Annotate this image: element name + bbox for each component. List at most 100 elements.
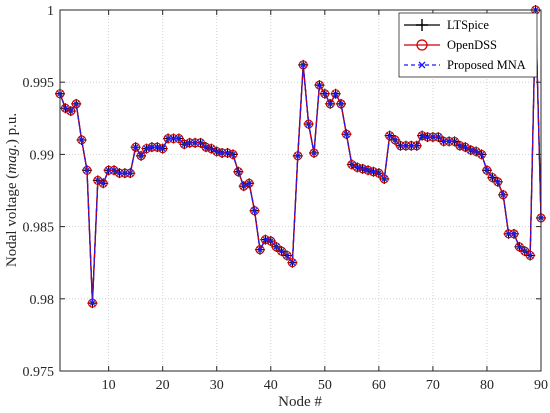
data-point-opendss-54 xyxy=(341,129,351,139)
data-point-proposed-mna-13 xyxy=(121,170,128,177)
data-point-proposed-mna-88 xyxy=(527,252,534,259)
data-point-proposed-mna-52 xyxy=(332,90,339,97)
data-point-opendss-82 xyxy=(493,177,503,187)
data-point-opendss-8 xyxy=(93,175,103,185)
y-tick-label-2: 0.985 xyxy=(23,221,55,236)
data-point-opendss-11 xyxy=(109,165,119,175)
data-point-proposed-mna-17 xyxy=(143,145,150,152)
data-point-proposed-mna-71 xyxy=(435,134,442,140)
data-point-proposed-mna-82 xyxy=(494,178,501,185)
data-point-proposed-mna-61 xyxy=(381,176,388,182)
data-point-proposed-mna-30 xyxy=(213,148,220,155)
data-point-proposed-mna-20 xyxy=(159,145,166,152)
data-point-opendss-63 xyxy=(390,135,400,145)
data-point-proposed-mna-78 xyxy=(473,148,480,155)
data-point-opendss-42 xyxy=(277,246,287,256)
data-point-proposed-mna-64 xyxy=(397,142,404,149)
data-point-proposed-mna-60 xyxy=(375,170,382,177)
data-point-proposed-mna-74 xyxy=(451,138,458,145)
data-point-proposed-mna-86 xyxy=(516,243,523,250)
y-axis-label-part-3: ) p.u. xyxy=(4,113,20,144)
data-point-proposed-mna-75 xyxy=(457,142,463,149)
data-point-proposed-mna-44 xyxy=(289,259,296,266)
y-axis-label-part-2: mag. xyxy=(4,144,20,174)
plot-frame xyxy=(59,9,542,372)
data-point-opendss-44 xyxy=(287,258,297,268)
x-tick-label-70: 70 xyxy=(426,378,440,393)
data-point-proposed-mna-11 xyxy=(111,167,117,174)
data-point-proposed-mna-47 xyxy=(305,121,312,127)
data-point-proposed-mna-68 xyxy=(419,132,425,139)
data-point-opendss-51 xyxy=(325,99,335,109)
data-point-proposed-mna-8 xyxy=(94,177,101,184)
data-point-opendss-87 xyxy=(520,246,530,256)
data-point-proposed-mna-55 xyxy=(348,161,355,168)
data-point-opendss-70 xyxy=(428,132,438,142)
data-point-proposed-mna-70 xyxy=(430,134,436,140)
data-point-proposed-mna-50 xyxy=(321,90,328,97)
data-point-proposed-mna-65 xyxy=(402,142,409,149)
data-point-proposed-mna-16 xyxy=(138,152,144,159)
data-point-proposed-mna-32 xyxy=(224,150,231,156)
legend: LTSpice OpenDSS Proposed MNA xyxy=(398,12,538,78)
y-tick-label-5: 1 xyxy=(47,4,54,19)
data-point-proposed-mna-66 xyxy=(408,142,415,149)
data-point-proposed-mna-81 xyxy=(489,174,496,181)
y-axis-label-part-1: Nodal voltage ( xyxy=(4,174,20,267)
data-point-proposed-mna-77 xyxy=(467,147,474,153)
legend-label-opendss: OpenDSS xyxy=(447,38,497,52)
data-point-proposed-mna-83 xyxy=(500,191,507,198)
data-point-opendss-80 xyxy=(482,165,492,175)
x-tick-label-80: 80 xyxy=(480,378,494,393)
data-point-proposed-mna-7 xyxy=(89,300,96,307)
data-point-proposed-mna-51 xyxy=(327,100,334,107)
data-point-proposed-mna-35 xyxy=(240,183,247,190)
data-point-proposed-mna-84 xyxy=(505,230,512,237)
data-point-proposed-mna-29 xyxy=(208,145,215,152)
x-tick-label-40: 40 xyxy=(264,378,278,393)
legend-marker-ltspice xyxy=(416,19,428,31)
data-point-proposed-mna-80 xyxy=(484,167,490,174)
data-point-opendss-9 xyxy=(98,178,108,188)
data-point-proposed-mna-23 xyxy=(176,135,182,142)
x-tick-label-30: 30 xyxy=(210,378,224,393)
x-tick-label-60: 60 xyxy=(372,378,386,393)
data-point-opendss-50 xyxy=(320,89,330,99)
data-point-proposed-mna-67 xyxy=(413,142,420,149)
series-line-proposed-mna xyxy=(59,9,542,304)
x-tick-label-90: 90 xyxy=(534,378,548,393)
data-point-proposed-mna-58 xyxy=(365,167,371,174)
data-point-proposed-mna-27 xyxy=(197,139,204,146)
data-point-opendss-34 xyxy=(233,167,243,177)
data-point-opendss-36 xyxy=(244,178,254,188)
data-point-proposed-mna-42 xyxy=(278,248,285,255)
data-point-opendss-48 xyxy=(309,148,319,158)
x-tick-label-10: 10 xyxy=(102,378,116,393)
legend-marker-opendss xyxy=(416,39,428,51)
data-point-proposed-mna-85 xyxy=(511,230,517,237)
data-point-proposed-mna-4 xyxy=(73,100,80,107)
data-point-proposed-mna-38 xyxy=(257,246,263,253)
data-point-proposed-mna-25 xyxy=(186,139,193,146)
y-tick-label-3: 0.99 xyxy=(30,148,55,163)
data-point-proposed-mna-12 xyxy=(116,170,123,177)
data-point-proposed-mna-3 xyxy=(67,108,74,114)
y-tick-label-0: 0.975 xyxy=(23,365,55,380)
data-point-proposed-mna-24 xyxy=(181,141,188,148)
data-point-proposed-mna-45 xyxy=(294,152,301,159)
data-point-opendss-61 xyxy=(379,174,389,184)
data-point-proposed-mna-14 xyxy=(127,170,134,177)
data-point-proposed-mna-22 xyxy=(170,135,177,142)
data-point-proposed-mna-57 xyxy=(359,165,366,172)
data-point-proposed-mna-33 xyxy=(230,151,236,158)
y-axis-label: Nodal voltage (mag.) p.u. xyxy=(4,113,20,267)
data-point-proposed-mna-39 xyxy=(262,236,269,243)
x-tick-label-50: 50 xyxy=(318,378,332,393)
data-point-opendss-26 xyxy=(190,138,200,148)
data-point-proposed-mna-10 xyxy=(105,167,112,174)
data-point-proposed-mna-72 xyxy=(440,138,447,145)
data-point-proposed-mna-21 xyxy=(165,135,171,142)
data-point-proposed-mna-9 xyxy=(100,180,107,187)
data-point-proposed-mna-26 xyxy=(192,139,199,146)
